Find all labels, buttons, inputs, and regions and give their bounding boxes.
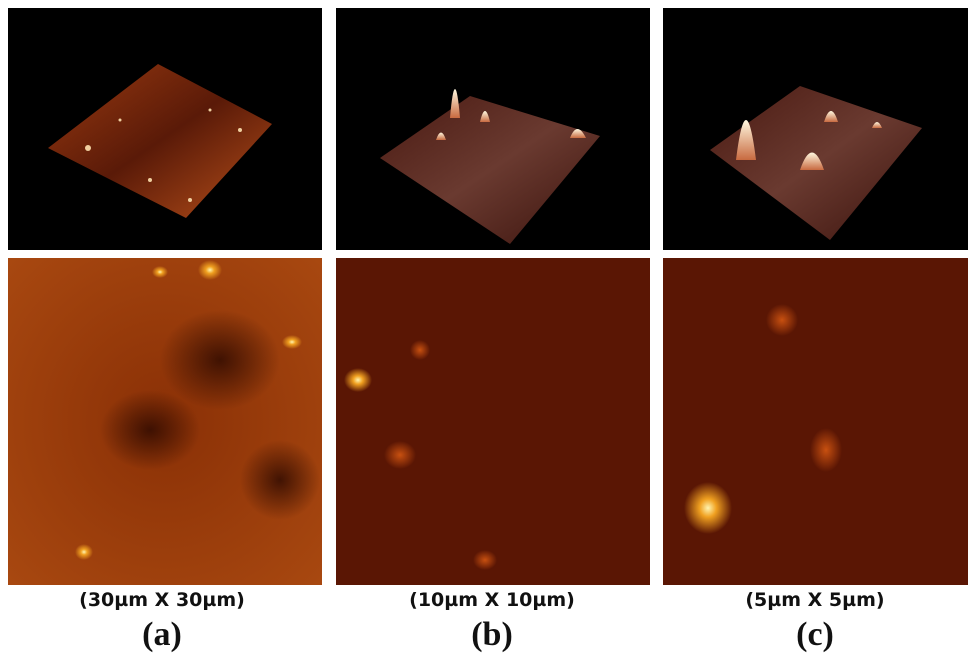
panel-label: (b) xyxy=(471,616,513,653)
panel-c: (5µm X 5µm) (c) xyxy=(663,8,968,653)
panel-label: (c) xyxy=(796,616,834,653)
panel-b: (10µm X 10µm) (b) xyxy=(336,8,650,653)
panel-label: (a) xyxy=(142,616,182,653)
2d-view xyxy=(663,258,968,585)
panel-a: (30µm X 30µm) (a) xyxy=(8,8,322,653)
caption: (10µm X 10µm) xyxy=(409,589,575,611)
2d-view xyxy=(336,258,650,585)
figure: (30µm X 30µm) (a) (10µm X 10µm) (b) (5µm… xyxy=(0,0,968,664)
caption: (30µm X 30µm) xyxy=(79,589,245,611)
caption: (5µm X 5µm) xyxy=(745,589,884,611)
